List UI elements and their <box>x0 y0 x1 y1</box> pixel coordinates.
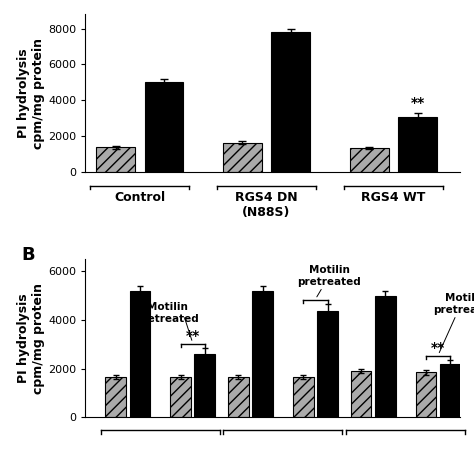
Bar <box>351 371 371 417</box>
Text: B: B <box>22 246 35 264</box>
Bar <box>252 291 273 417</box>
Text: RGS4 WT: RGS4 WT <box>361 191 426 204</box>
Text: Motilin
pretreated: Motilin pretreated <box>136 302 199 324</box>
Text: Motilin
pretreated: Motilin pretreated <box>297 265 361 287</box>
Bar <box>440 364 461 417</box>
Bar <box>145 82 183 172</box>
Text: **: ** <box>431 341 445 355</box>
Bar <box>375 296 396 417</box>
Bar <box>228 377 249 417</box>
Text: **: ** <box>185 329 200 343</box>
Text: Motilin
pretreated: Motilin pretreated <box>433 293 474 315</box>
Bar <box>129 291 150 417</box>
Bar <box>398 117 437 172</box>
Bar <box>317 311 338 417</box>
Bar <box>105 377 126 417</box>
Bar <box>194 354 215 417</box>
Text: RGS4 DN
(N88S): RGS4 DN (N88S) <box>235 191 298 219</box>
Bar <box>96 147 135 172</box>
Text: Control: Control <box>114 191 165 204</box>
Text: **: ** <box>410 96 425 110</box>
Bar <box>271 32 310 172</box>
Bar <box>416 372 437 417</box>
Y-axis label: PI hydrolysis
cpm/mg protein: PI hydrolysis cpm/mg protein <box>18 38 46 149</box>
Bar <box>170 377 191 417</box>
Y-axis label: PI hydrolysis
cpm/mg protein: PI hydrolysis cpm/mg protein <box>18 283 46 393</box>
Bar <box>350 148 389 172</box>
Bar <box>223 143 262 172</box>
Bar <box>293 377 314 417</box>
